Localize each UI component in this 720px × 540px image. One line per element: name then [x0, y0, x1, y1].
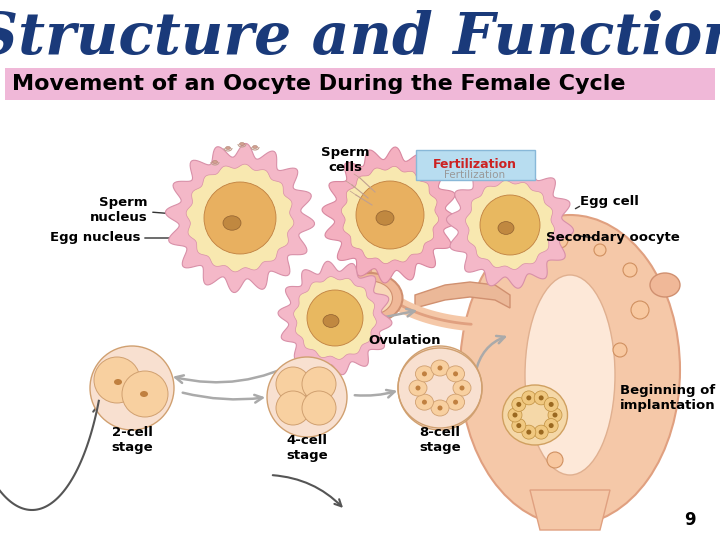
Text: Beginning of
implantation: Beginning of implantation: [620, 384, 716, 412]
Ellipse shape: [549, 423, 554, 428]
Ellipse shape: [356, 181, 424, 249]
Ellipse shape: [240, 143, 245, 145]
Text: Fertilization: Fertilization: [444, 170, 505, 180]
Ellipse shape: [415, 386, 420, 390]
Ellipse shape: [446, 366, 464, 382]
Ellipse shape: [398, 346, 482, 430]
Ellipse shape: [212, 160, 217, 164]
Ellipse shape: [438, 406, 443, 410]
Text: Fertilization: Fertilization: [433, 159, 517, 172]
Ellipse shape: [446, 394, 464, 410]
Ellipse shape: [431, 400, 449, 416]
Ellipse shape: [267, 357, 347, 437]
Text: 9: 9: [684, 511, 696, 529]
Ellipse shape: [508, 408, 522, 422]
Ellipse shape: [140, 391, 148, 397]
Ellipse shape: [204, 182, 276, 254]
Ellipse shape: [613, 343, 627, 357]
Ellipse shape: [516, 423, 521, 428]
Ellipse shape: [302, 391, 336, 425]
Ellipse shape: [453, 380, 471, 396]
Ellipse shape: [438, 366, 443, 370]
Ellipse shape: [539, 395, 544, 400]
Ellipse shape: [549, 402, 554, 407]
Ellipse shape: [522, 391, 536, 405]
Polygon shape: [466, 180, 554, 269]
Ellipse shape: [376, 211, 394, 225]
Text: Structure and Function: Structure and Function: [0, 10, 720, 66]
Text: Egg nucleus: Egg nucleus: [50, 232, 140, 245]
Text: 2-cell
stage: 2-cell stage: [111, 426, 153, 454]
Ellipse shape: [623, 263, 637, 277]
Polygon shape: [530, 490, 610, 530]
Ellipse shape: [338, 273, 402, 323]
Ellipse shape: [253, 145, 258, 149]
Ellipse shape: [422, 400, 427, 404]
Ellipse shape: [460, 215, 680, 525]
Ellipse shape: [526, 430, 531, 435]
Text: 8-cell
stage: 8-cell stage: [419, 426, 461, 454]
Ellipse shape: [513, 413, 518, 417]
Ellipse shape: [548, 408, 562, 422]
Polygon shape: [415, 282, 510, 308]
Ellipse shape: [594, 244, 606, 256]
Polygon shape: [294, 276, 377, 359]
Ellipse shape: [307, 290, 363, 346]
Ellipse shape: [480, 195, 540, 255]
Ellipse shape: [552, 413, 557, 417]
Ellipse shape: [544, 418, 558, 433]
Text: Sperm
cells: Sperm cells: [320, 146, 369, 174]
Ellipse shape: [539, 430, 544, 435]
Polygon shape: [186, 164, 294, 272]
Ellipse shape: [409, 380, 427, 396]
Polygon shape: [446, 162, 574, 288]
Ellipse shape: [415, 394, 433, 410]
Ellipse shape: [302, 367, 336, 401]
Ellipse shape: [544, 397, 558, 411]
Ellipse shape: [503, 385, 567, 445]
Text: Ovulation: Ovulation: [369, 334, 441, 347]
Ellipse shape: [650, 273, 680, 297]
Ellipse shape: [516, 402, 521, 407]
Polygon shape: [166, 144, 315, 293]
Ellipse shape: [512, 397, 526, 411]
Ellipse shape: [453, 400, 458, 404]
Ellipse shape: [122, 371, 168, 417]
Ellipse shape: [459, 386, 464, 390]
Polygon shape: [341, 166, 438, 264]
Ellipse shape: [525, 275, 615, 475]
Ellipse shape: [276, 391, 310, 425]
Ellipse shape: [534, 391, 548, 405]
Ellipse shape: [94, 357, 140, 403]
Ellipse shape: [552, 232, 568, 248]
Ellipse shape: [522, 425, 536, 439]
Text: 4-cell
stage: 4-cell stage: [286, 434, 328, 462]
Ellipse shape: [223, 216, 241, 230]
Text: Secondary oocyte: Secondary oocyte: [546, 232, 680, 245]
Ellipse shape: [512, 418, 526, 433]
Ellipse shape: [498, 221, 514, 234]
Ellipse shape: [90, 346, 174, 430]
Ellipse shape: [453, 372, 458, 376]
Ellipse shape: [323, 315, 339, 327]
Ellipse shape: [526, 395, 531, 400]
Text: Sperm
nucleus: Sperm nucleus: [90, 196, 148, 224]
FancyBboxPatch shape: [416, 150, 535, 180]
Ellipse shape: [225, 146, 230, 150]
Ellipse shape: [431, 360, 449, 376]
Ellipse shape: [534, 425, 548, 439]
Ellipse shape: [114, 379, 122, 385]
Ellipse shape: [276, 367, 310, 401]
Text: Egg cell: Egg cell: [580, 195, 639, 208]
Text: Movement of an Oocyte During the Female Cycle: Movement of an Oocyte During the Female …: [12, 74, 626, 94]
Polygon shape: [278, 261, 392, 375]
Polygon shape: [322, 147, 458, 283]
Ellipse shape: [415, 366, 433, 382]
Ellipse shape: [348, 281, 392, 315]
FancyBboxPatch shape: [5, 68, 715, 100]
Ellipse shape: [422, 372, 427, 376]
Ellipse shape: [631, 301, 649, 319]
Ellipse shape: [547, 452, 563, 468]
